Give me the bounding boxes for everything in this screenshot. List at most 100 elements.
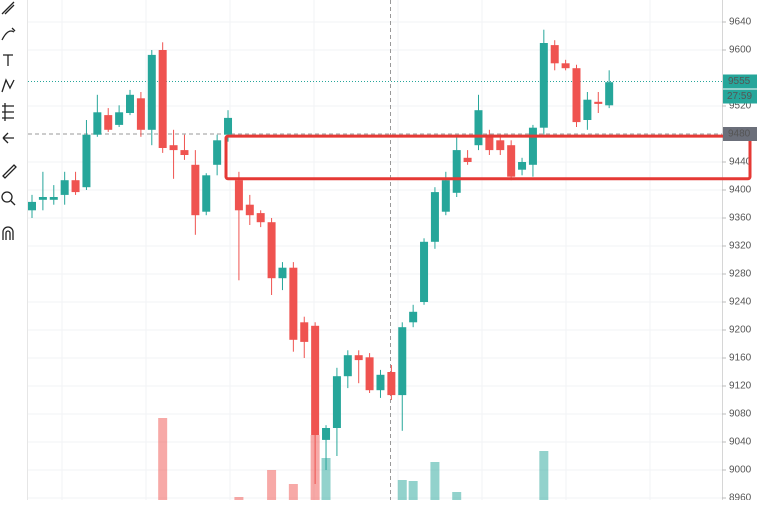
y-tick-label: 9000 [729,465,752,476]
zoom-handle [10,200,16,206]
candle [136,92,145,137]
candle-body [365,357,374,391]
candle [60,171,69,205]
candle-body [474,110,483,146]
candle-body [104,115,113,130]
candle [343,350,352,389]
candle-body [245,204,254,216]
volume-bar [539,451,549,500]
candle [28,194,36,218]
candle [158,42,167,153]
candle-body [169,145,178,151]
countdown-box [723,89,757,104]
candle [82,120,91,190]
candle-body [518,162,527,170]
candle [605,70,614,109]
candle-body [49,196,58,200]
magnet-icon[interactable] [2,226,14,240]
volume-bar [321,458,331,500]
y-tick-label: 9120 [729,381,752,392]
candle [202,173,211,216]
y-tick-label: 9320 [729,241,752,252]
candle [71,171,80,195]
candle [452,136,461,197]
candle-body [289,267,298,340]
candle [398,322,407,431]
candle-body [605,82,614,106]
zoom-icon[interactable] [1,191,13,203]
candle-body [180,150,189,156]
candle-body [409,311,418,323]
highlight-box [224,134,752,181]
candle [191,150,200,235]
last-price-label-box [723,74,757,89]
countdown-label: 27:59 [727,91,752,102]
candle-body [191,164,200,216]
candle-body [93,112,102,135]
candle-body [234,180,243,211]
candle-body [354,355,363,361]
candle-body [539,43,548,128]
crosshair-price-label-box [723,127,757,142]
y-tick-label: 9520 [729,101,752,112]
candle [496,134,505,156]
candle-body [147,54,156,130]
candle-body [256,213,265,223]
y-tick-label: 9400 [729,185,752,196]
candle-body [594,101,603,104]
candle-body [463,157,472,163]
ruler-icon[interactable] [2,164,17,179]
candle-body [583,99,592,121]
candle [147,50,156,146]
candle-body [82,134,91,188]
y-tick-label: 9600 [729,45,752,56]
trend-tool-icon[interactable] [1,1,15,15]
crosshair-price-label: 9480 [728,129,751,140]
candle [213,134,222,176]
candle [289,262,298,352]
candle [420,238,429,305]
candle-body [28,201,36,211]
candle [278,262,287,291]
candle [539,29,548,135]
candle [430,187,439,249]
volume-bar [452,492,462,500]
y-tick-label: 9160 [729,353,752,364]
candle [180,134,189,160]
candle [376,369,385,398]
candle-body [158,50,167,149]
fib-tool-icon[interactable] [2,103,14,121]
last-price-label: 9555 [728,76,751,87]
candle [104,108,113,132]
candle [245,194,254,225]
y-tick-label: 9080 [729,409,752,420]
y-tick-label: 8960 [729,493,752,500]
candle [126,89,135,116]
volume-bar [158,418,168,500]
candle [169,129,178,179]
candle-body [376,374,385,391]
candle [518,157,527,176]
candle [332,367,341,456]
candle-body [496,140,505,151]
volume-bar [430,462,440,500]
brush-tool-icon[interactable] [1,27,16,41]
back-icon[interactable] [2,132,14,144]
candle-body [550,45,559,64]
y-tick-label: 9280 [729,269,752,280]
y-tick-label: 9040 [729,437,752,448]
candle-body [136,98,145,130]
pattern-tool-icon[interactable] [1,78,15,93]
text-tool-icon[interactable] [3,54,13,66]
y-tick-label: 9200 [729,325,752,336]
candle [463,150,472,165]
candle [550,40,559,71]
candle-body [343,355,352,377]
candle-body [300,322,309,342]
candle-body [485,134,494,151]
y-tick-label: 9360 [729,213,752,224]
candle-body [267,222,276,279]
candle [267,217,276,295]
volume-bar [267,470,277,500]
